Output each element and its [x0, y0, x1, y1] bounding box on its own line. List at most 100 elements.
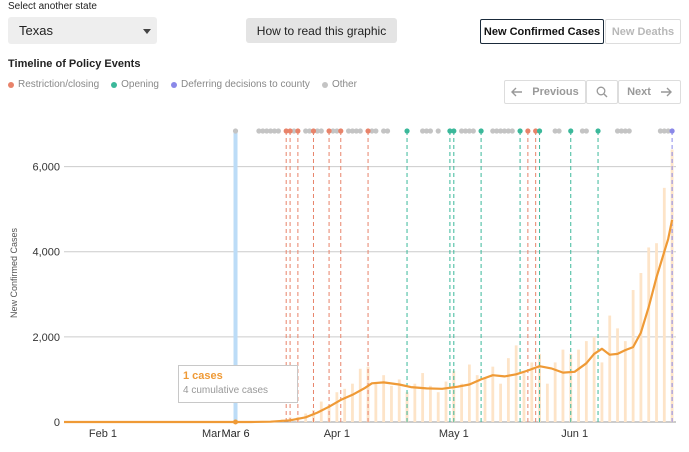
other-event-dot — [665, 128, 671, 134]
other-event-dot — [275, 128, 281, 134]
deferring-dot-icon — [170, 81, 177, 88]
daily-bar — [421, 373, 425, 422]
other-event-dot — [497, 128, 504, 134]
highlight-point — [233, 419, 239, 425]
legend-label: Restriction/closing — [18, 79, 100, 90]
tooltip-cumulative: 4 cumulative cases — [183, 385, 269, 396]
new-confirmed-cases-button[interactable]: New Confirmed Cases — [480, 19, 604, 44]
x-tick-label: May 1 — [439, 428, 469, 440]
other-event-dot — [657, 128, 664, 134]
y-axis-label: New Confirmed Cases — [9, 227, 19, 318]
daily-bar — [506, 358, 510, 422]
daily-bar — [584, 341, 588, 422]
daily-bar — [662, 187, 666, 422]
daily-bar — [460, 383, 464, 422]
opening-dot-icon — [111, 81, 118, 88]
event-dot — [533, 128, 539, 134]
other-event-dot — [583, 128, 589, 134]
event-dot — [451, 128, 457, 134]
other-event-dot — [256, 128, 262, 134]
search-event-button[interactable] — [586, 80, 618, 104]
daily-bar — [553, 362, 557, 422]
other-event-dot — [349, 128, 356, 134]
daily-bar — [522, 370, 526, 422]
daily-bar — [623, 341, 627, 422]
chart-tooltip: 1 cases 4 cumulative cases — [178, 365, 298, 403]
previous-label: Previous — [532, 86, 579, 98]
daily-bar — [616, 328, 619, 422]
previous-event-button[interactable]: Previous — [504, 80, 586, 104]
other-event-dot — [303, 128, 309, 134]
other-event-dot — [462, 128, 469, 134]
other-event-dot — [369, 128, 375, 134]
other-event-dot — [509, 128, 515, 134]
event-dot — [525, 128, 531, 134]
legend-item-restriction: Restriction/closing — [8, 79, 99, 90]
other-event-dot — [264, 128, 270, 134]
other-event-dot — [459, 128, 465, 134]
other-event-dot — [494, 128, 500, 134]
other-event-dot — [353, 128, 359, 134]
daily-bar — [444, 381, 448, 422]
search-icon — [596, 86, 608, 98]
highlight-band — [233, 131, 238, 422]
state-select[interactable]: Texas — [8, 17, 157, 44]
other-event-dot — [330, 128, 336, 134]
legend-label: Deferring decisions to county — [180, 79, 310, 90]
daily-bar — [538, 353, 541, 422]
legend-label: Other — [331, 79, 357, 90]
other-event-dot — [334, 128, 340, 134]
legend-item-other: Other — [321, 79, 357, 90]
daily-bar — [530, 362, 534, 422]
event-dot — [326, 128, 332, 134]
daily-bar — [608, 315, 612, 422]
event-dot — [536, 128, 543, 134]
average-line — [64, 219, 674, 424]
next-event-button[interactable]: Next — [618, 80, 681, 104]
other-event-dot — [318, 128, 324, 134]
other-event-dot — [556, 128, 562, 134]
other-event-dot — [579, 128, 586, 134]
daily-bar — [429, 385, 432, 422]
new-deaths-button[interactable]: New Deaths — [605, 19, 681, 44]
x-tick-label: Feb 1 — [89, 428, 117, 440]
x-tick-label: Apr 1 — [324, 428, 350, 440]
other-event-dot — [614, 128, 621, 134]
other-event-dot — [271, 128, 278, 134]
daily-bar — [569, 353, 573, 422]
other-event-dot — [306, 128, 313, 134]
daily-bar — [483, 377, 487, 422]
event-legend: Restriction/closing Opening Deferring de… — [8, 79, 369, 90]
other-event-dot — [466, 128, 473, 134]
event-dot — [404, 128, 410, 134]
next-label: Next — [627, 86, 651, 98]
other-event-dot — [505, 128, 511, 134]
event-dot — [595, 128, 601, 134]
daily-bar — [639, 273, 643, 422]
daily-bar — [600, 362, 604, 422]
daily-bar — [655, 243, 658, 422]
daily-bar — [514, 345, 518, 422]
y-tick-label: 0 — [54, 417, 60, 429]
other-event-dot — [626, 128, 632, 134]
event-dot — [338, 128, 344, 134]
daily-bar — [413, 383, 417, 422]
x-tick-label: Jun 1 — [561, 428, 588, 440]
daily-bar — [374, 383, 378, 422]
other-event-dot — [618, 128, 625, 134]
other-event-dot — [501, 128, 508, 134]
restriction-dot-icon — [8, 81, 14, 88]
daily-bar — [366, 366, 370, 422]
how-to-read-button[interactable]: How to read this graphic — [246, 18, 397, 43]
daily-bar — [468, 364, 471, 422]
other-event-dot — [345, 128, 352, 134]
other-event-dot — [260, 128, 266, 134]
other-event-dot — [661, 128, 667, 134]
daily-bar — [499, 383, 502, 422]
other-event-dot — [267, 128, 274, 134]
daily-bar — [592, 336, 596, 422]
y-tick-label: 4,000 — [32, 247, 60, 259]
daily-bar — [577, 349, 580, 422]
other-event-dot — [232, 128, 239, 134]
